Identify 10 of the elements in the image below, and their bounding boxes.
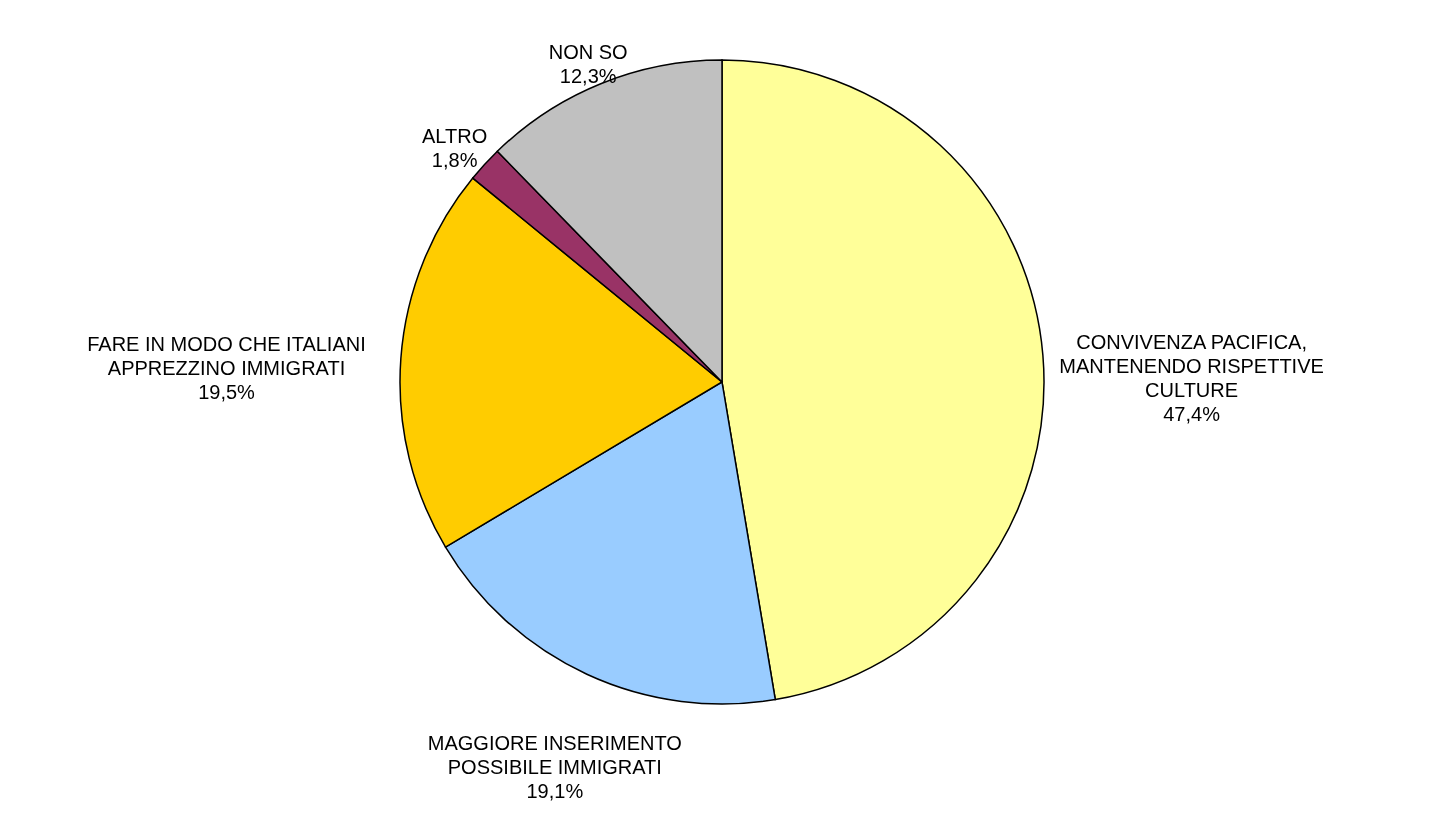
slice-label: MAGGIORE INSERIMENTO POSSIBILE IMMIGRATI bbox=[427, 731, 682, 778]
data-label: 19,1% bbox=[526, 779, 584, 802]
slice-label: CONVIVENZA PACIFICA, MANTENENDO RISPETTIVE CULTURE bbox=[1059, 330, 1324, 401]
slice-label: ALTRO bbox=[422, 124, 488, 147]
data-label: 1,8% bbox=[431, 148, 478, 171]
slice-label: NON SO bbox=[548, 40, 628, 63]
data-label: 47,4% bbox=[1163, 402, 1221, 425]
slice-label: FARE IN MODO CHE ITALIANI APPREZZINO IMMIGRATI bbox=[87, 333, 366, 380]
data-label: 19,5% bbox=[198, 381, 256, 404]
data-label: 12,3% bbox=[559, 64, 617, 87]
